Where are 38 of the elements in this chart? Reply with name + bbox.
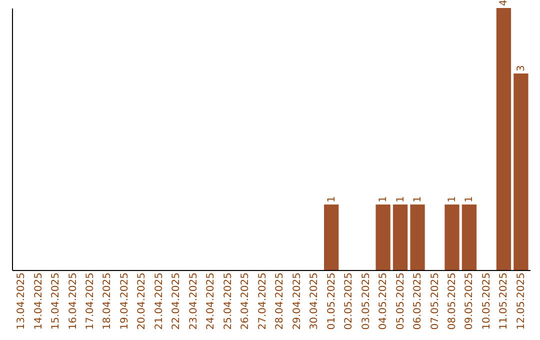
x-tick-label: 07.05.2025 — [430, 272, 441, 330]
x-tick-label: 29.04.2025 — [292, 272, 303, 330]
x-tick-label: 02.05.2025 — [344, 272, 355, 330]
x-tick-label: 09.05.2025 — [464, 272, 476, 330]
x-tick-label: 03.05.2025 — [360, 272, 372, 330]
data-label: 1 — [464, 196, 476, 202]
x-tick-label: 27.04.2025 — [257, 272, 268, 330]
x-tick-label: 11.05.2025 — [498, 272, 510, 330]
x-tick-label: 12.05.2025 — [516, 272, 527, 330]
x-tick-label: 04.05.2025 — [378, 272, 390, 330]
data-label: 1 — [378, 196, 390, 202]
x-tick-label: 15.04.2025 — [50, 272, 62, 330]
x-tick-label: 26.04.2025 — [240, 272, 252, 330]
x-tick-label: 16.04.2025 — [68, 272, 79, 330]
x-tick-label: 17.04.2025 — [85, 272, 96, 330]
x-tick-label: 20.04.2025 — [136, 272, 148, 330]
data-label: 4 — [498, 0, 510, 6]
x-tick-label: 22.04.2025 — [171, 272, 182, 330]
x-tick-label: 01.05.2025 — [326, 272, 338, 330]
x-tick-label: 14.04.2025 — [33, 272, 44, 330]
x-tick-label: 21.04.2025 — [154, 272, 165, 330]
data-label: 1 — [412, 196, 424, 202]
data-label: 1 — [447, 196, 458, 202]
x-tick-label: 25.04.2025 — [222, 272, 234, 330]
x-tick-label: 05.05.2025 — [395, 272, 406, 330]
x-tick-label: 13.04.2025 — [16, 272, 28, 330]
x-tick-label: 19.04.2025 — [119, 272, 130, 330]
x-tick-label: 18.04.2025 — [102, 272, 114, 330]
x-tick-label: 30.04.2025 — [309, 272, 320, 330]
data-label: 1 — [326, 196, 338, 202]
x-tick-label: 08.05.2025 — [447, 272, 458, 330]
x-tick-label: 10.05.2025 — [481, 272, 492, 330]
data-label: 3 — [516, 65, 527, 72]
x-tick-label: 06.05.2025 — [412, 272, 424, 330]
x-tick-label: 24.04.2025 — [206, 272, 217, 330]
x-tick-label: 28.04.2025 — [274, 272, 286, 330]
x-tick-label: 23.04.2025 — [188, 272, 200, 330]
data-label: 1 — [395, 196, 406, 202]
